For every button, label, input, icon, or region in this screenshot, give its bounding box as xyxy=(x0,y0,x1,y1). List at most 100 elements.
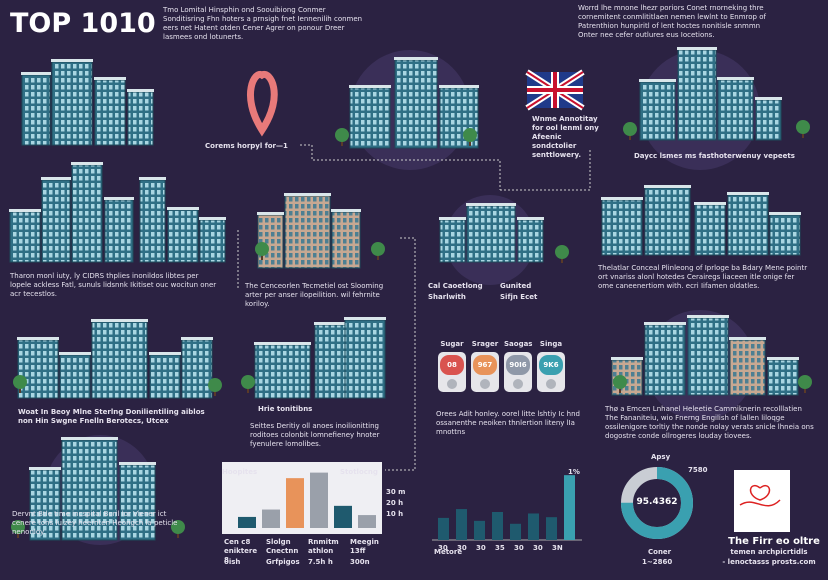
building xyxy=(149,354,181,399)
roof xyxy=(61,437,118,440)
icon-badge xyxy=(440,355,464,375)
building xyxy=(254,344,311,399)
connector xyxy=(300,144,501,190)
text-block: Thø a Emcen Lnhanel Heleetie Cammiknerin… xyxy=(605,405,814,440)
building xyxy=(344,319,386,399)
roof xyxy=(344,317,386,320)
roof xyxy=(755,97,782,100)
axis-label: 10 h xyxy=(386,510,404,518)
x-tick-label: 35 xyxy=(495,544,505,552)
text-block: Daycc lsmes ms fasthoterwenuy vepeets xyxy=(634,152,795,160)
roof xyxy=(41,177,71,180)
logo-card xyxy=(734,470,790,532)
building xyxy=(199,219,226,263)
icon-badge xyxy=(539,355,563,375)
donut-label: 1~2860 xyxy=(642,558,673,566)
column xyxy=(564,475,575,540)
icon-dot xyxy=(513,379,523,389)
bar xyxy=(238,516,256,528)
roof xyxy=(139,177,166,180)
roof xyxy=(314,322,346,325)
bar xyxy=(334,505,352,528)
icon-value: 90I6 xyxy=(509,361,527,369)
chart-label: Hoopites xyxy=(222,468,258,476)
text-block: Seittes Deritiy oll anoes inoilionitting… xyxy=(250,422,380,448)
roof xyxy=(199,217,226,220)
text-block: Corems horpyl for—1 xyxy=(205,142,288,150)
x-tick-label: 3N xyxy=(552,544,563,552)
icon-dot xyxy=(480,379,490,389)
donut-label: 7580 xyxy=(688,466,708,474)
roof xyxy=(104,197,134,200)
column xyxy=(474,520,485,540)
icon-label: Saogas xyxy=(504,340,533,348)
roof xyxy=(257,212,284,215)
x-tick-label: 30 xyxy=(457,544,467,552)
intro: Tmo Lomital Hinsphin ond Soouibiong Conm… xyxy=(163,6,363,41)
tree xyxy=(371,242,385,256)
text-block: Woat In Beoy Mlne Sterlng Donilientiling… xyxy=(18,408,205,425)
chart-label: 1% xyxy=(568,468,580,476)
building xyxy=(91,321,148,399)
text-block: Wnme Annotitay for ool lenml ony Afeenic… xyxy=(532,115,599,159)
chart-label: Metore xyxy=(434,548,463,556)
building xyxy=(769,214,801,256)
roof xyxy=(644,185,691,188)
bar xyxy=(286,478,304,528)
roof xyxy=(51,59,93,62)
tree xyxy=(255,242,269,256)
building xyxy=(17,339,59,399)
building xyxy=(139,179,166,263)
bar xyxy=(358,515,376,528)
footer-line: temen archpicrtidls xyxy=(730,548,808,556)
chart-label: Stotlocng xyxy=(340,468,378,476)
roof xyxy=(517,217,544,220)
roof xyxy=(167,207,199,210)
bar-caption: Slolgn Cnectnn xyxy=(266,538,299,555)
bar-subcaption: 0ish xyxy=(224,558,241,566)
column xyxy=(456,509,467,540)
building xyxy=(104,199,134,263)
axis-label: 30 m xyxy=(386,488,406,496)
roof xyxy=(769,212,801,215)
connector xyxy=(385,237,416,471)
building xyxy=(727,194,769,256)
legend-item: Sharlwith xyxy=(428,293,466,301)
roof xyxy=(71,162,103,165)
text-block: Tharon monl iuty, ly CIDRS thplies inoni… xyxy=(10,272,217,298)
roof xyxy=(439,85,479,88)
roof xyxy=(94,77,126,80)
roof xyxy=(284,193,331,196)
building xyxy=(687,317,729,396)
text-block: The Cenceorlen Tecmetiel ost Slooming ar… xyxy=(245,282,384,308)
icon-value: 967 xyxy=(477,361,493,369)
footer-line: - lenoctasss prosts.com xyxy=(722,558,816,566)
bar xyxy=(310,472,328,528)
bar-subcaption: Grfpigos xyxy=(266,558,300,566)
building xyxy=(71,164,103,263)
building xyxy=(59,354,91,399)
text-block: Dervnt Btle time incspital Boril lor Vie… xyxy=(12,510,178,536)
building xyxy=(439,219,466,263)
roof xyxy=(727,192,769,195)
roof xyxy=(439,217,466,220)
bar-subcaption: 300n xyxy=(350,558,370,566)
legend-item: Sifjn Ecet xyxy=(500,293,538,301)
building xyxy=(767,359,799,396)
tree xyxy=(171,520,185,534)
roof xyxy=(149,352,181,355)
building xyxy=(349,87,391,149)
building xyxy=(314,324,346,399)
legend-item: Cal Caoetlong xyxy=(428,282,483,290)
building xyxy=(394,59,438,149)
roof xyxy=(127,89,154,92)
roof xyxy=(694,202,726,205)
icon-dot xyxy=(546,379,556,389)
roof xyxy=(29,467,61,470)
icon-badge xyxy=(473,355,497,375)
roof xyxy=(601,197,643,200)
building xyxy=(466,205,516,263)
building xyxy=(21,74,51,146)
footer-title: The Firr eo oltre xyxy=(728,536,820,547)
